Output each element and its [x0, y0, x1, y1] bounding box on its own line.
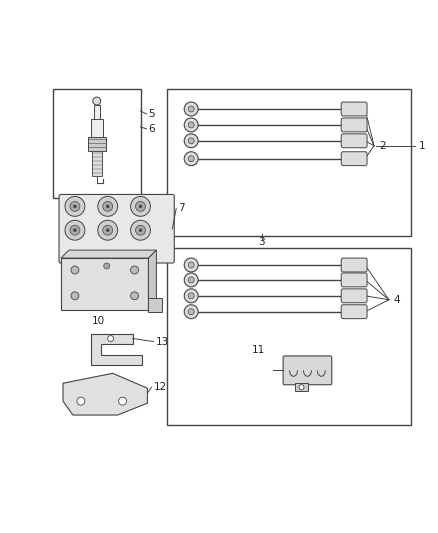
Circle shape	[184, 134, 198, 148]
Circle shape	[77, 397, 85, 405]
Circle shape	[184, 289, 198, 303]
Text: 10: 10	[92, 316, 105, 326]
Circle shape	[139, 229, 141, 232]
Circle shape	[298, 385, 303, 390]
Bar	[148, 298, 162, 312]
Polygon shape	[148, 250, 156, 310]
FancyBboxPatch shape	[340, 258, 366, 272]
Bar	[91, 119, 102, 141]
Circle shape	[188, 156, 194, 161]
FancyBboxPatch shape	[340, 102, 366, 116]
Circle shape	[188, 138, 194, 144]
Circle shape	[188, 122, 194, 128]
Circle shape	[102, 225, 113, 235]
Bar	[92, 151, 102, 175]
FancyBboxPatch shape	[88, 137, 106, 151]
Text: 3: 3	[257, 237, 264, 247]
Bar	[167, 89, 410, 236]
Circle shape	[130, 220, 150, 240]
Circle shape	[130, 197, 150, 216]
Bar	[294, 383, 308, 391]
Circle shape	[73, 205, 76, 208]
Circle shape	[73, 229, 76, 232]
Circle shape	[70, 225, 80, 235]
Polygon shape	[91, 334, 142, 365]
Circle shape	[184, 258, 198, 272]
Circle shape	[92, 97, 101, 105]
Polygon shape	[63, 373, 147, 415]
FancyBboxPatch shape	[59, 195, 174, 263]
Circle shape	[106, 229, 109, 232]
Circle shape	[188, 277, 194, 283]
FancyBboxPatch shape	[340, 118, 366, 132]
Circle shape	[139, 205, 141, 208]
FancyBboxPatch shape	[340, 134, 366, 148]
Text: 1: 1	[418, 141, 424, 151]
Circle shape	[184, 102, 198, 116]
Circle shape	[188, 293, 194, 299]
Circle shape	[98, 220, 117, 240]
Circle shape	[130, 266, 138, 274]
Circle shape	[106, 205, 109, 208]
Text: 6: 6	[148, 124, 155, 134]
Circle shape	[65, 197, 85, 216]
Text: 4: 4	[393, 295, 399, 305]
Circle shape	[188, 262, 194, 268]
Circle shape	[98, 197, 117, 216]
Circle shape	[118, 397, 126, 405]
Bar	[95, 261, 117, 271]
FancyBboxPatch shape	[61, 258, 148, 310]
Bar	[167, 248, 410, 425]
Bar	[53, 89, 140, 198]
Circle shape	[184, 305, 198, 319]
Circle shape	[71, 292, 79, 300]
Circle shape	[188, 309, 194, 314]
FancyBboxPatch shape	[340, 289, 366, 303]
Circle shape	[188, 106, 194, 112]
Text: 11: 11	[251, 345, 264, 356]
Circle shape	[135, 201, 145, 212]
FancyBboxPatch shape	[283, 356, 331, 385]
Text: 7: 7	[178, 204, 184, 213]
Circle shape	[184, 273, 198, 287]
Circle shape	[70, 201, 80, 212]
Text: 2: 2	[378, 141, 385, 151]
Circle shape	[184, 118, 198, 132]
Text: 5: 5	[148, 109, 155, 119]
Circle shape	[107, 336, 113, 342]
Text: 13: 13	[155, 336, 168, 346]
Circle shape	[65, 220, 85, 240]
Circle shape	[102, 201, 113, 212]
Circle shape	[103, 263, 110, 269]
FancyBboxPatch shape	[340, 152, 366, 166]
Circle shape	[130, 292, 138, 300]
Circle shape	[184, 152, 198, 166]
Circle shape	[71, 266, 79, 274]
Text: 12: 12	[153, 382, 166, 392]
Circle shape	[135, 225, 145, 235]
FancyBboxPatch shape	[340, 305, 366, 319]
Bar	[94, 105, 99, 123]
Polygon shape	[61, 250, 156, 258]
FancyBboxPatch shape	[340, 273, 366, 287]
